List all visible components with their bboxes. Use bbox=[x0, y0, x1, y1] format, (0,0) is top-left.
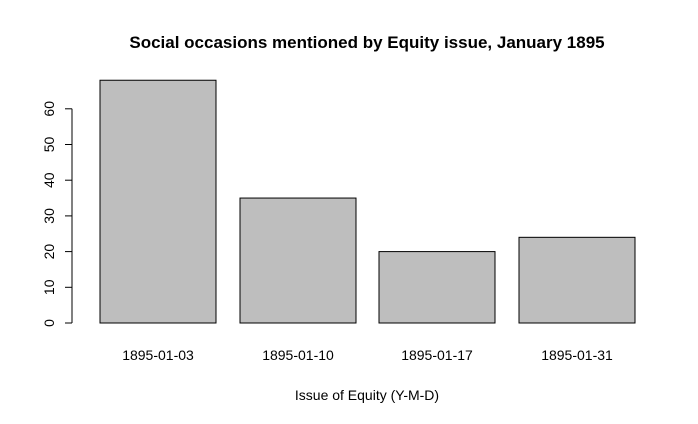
x-tick-label: 1895-01-17 bbox=[401, 347, 473, 363]
y-axis: 0 10 20 30 40 50 60 bbox=[41, 101, 73, 327]
y-tick-label: 30 bbox=[41, 208, 57, 224]
bars-group bbox=[99, 79, 636, 324]
bar-1895-01-31 bbox=[518, 236, 636, 324]
y-tick-label: 20 bbox=[41, 244, 57, 260]
bar-1895-01-17 bbox=[378, 251, 496, 324]
x-axis-label: Issue of Equity (Y-M-D) bbox=[295, 387, 439, 403]
y-tick-label: 10 bbox=[41, 279, 57, 295]
y-tick-label: 50 bbox=[41, 137, 57, 153]
x-tick-label: 1895-01-31 bbox=[541, 347, 613, 363]
y-tick-label: 0 bbox=[41, 319, 57, 327]
bar-1895-01-03 bbox=[99, 79, 217, 324]
x-tick-label: 1895-01-03 bbox=[122, 347, 194, 363]
y-tick-label: 60 bbox=[41, 101, 57, 117]
x-tick-label: 1895-01-10 bbox=[262, 347, 334, 363]
chart-title: Social occasions mentioned by Equity iss… bbox=[129, 33, 604, 52]
bar-1895-01-10 bbox=[239, 197, 357, 324]
x-tick-labels: 1895-01-03 1895-01-10 1895-01-17 1895-01-31 bbox=[122, 347, 613, 363]
y-tick-label: 40 bbox=[41, 172, 57, 188]
